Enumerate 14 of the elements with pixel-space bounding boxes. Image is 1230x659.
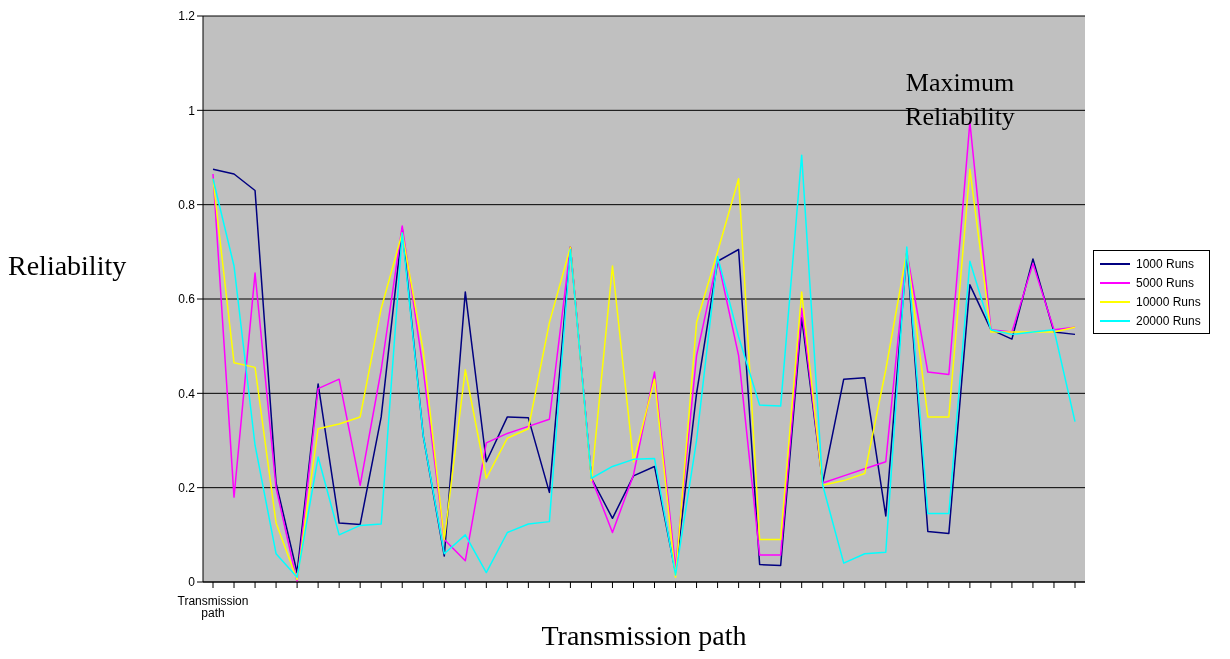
x-axis-title: Transmission path <box>540 620 748 652</box>
y-tick-label: 0 <box>188 575 196 590</box>
legend-label: 5000 Runs <box>1136 275 1195 290</box>
y-tick-label: 0.4 <box>178 386 196 401</box>
annotation: Maximum Reliability <box>904 67 1016 133</box>
legend-label: 10000 Runs <box>1136 294 1201 309</box>
y-axis-title: Reliability <box>8 250 127 282</box>
y-tick-label: 1 <box>188 103 196 118</box>
y-tick-label: 0.8 <box>178 197 196 212</box>
y-tick-label: 1.2 <box>178 9 196 24</box>
legend-label: 20000 Runs <box>1136 313 1201 328</box>
y-tick-label: 0.6 <box>178 292 196 307</box>
legend-label: 1000 Runs <box>1136 256 1195 271</box>
y-tick-label: 0.2 <box>178 480 196 495</box>
